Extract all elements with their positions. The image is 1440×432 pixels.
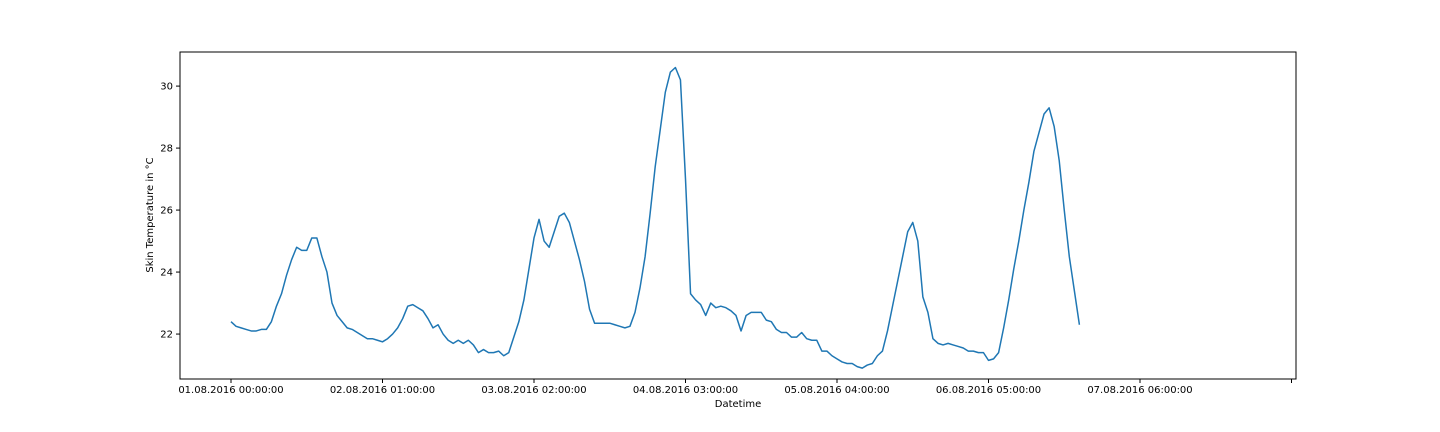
plot-area	[180, 52, 1296, 379]
x-tick-label: 05.08.2016 04:00:00	[784, 385, 889, 396]
y-axis: 22 24 26 28 30	[160, 82, 180, 341]
y-tick-label: 26	[160, 206, 173, 217]
y-tick-label: 30	[160, 82, 173, 93]
x-tick-label: 07.08.2016 06:00:00	[1087, 385, 1192, 396]
y-axis-label: Skin Temperature in °C	[145, 157, 156, 272]
x-tick-label: 04.08.2016 03:00:00	[633, 385, 738, 396]
x-tick-label: 02.08.2016 01:00:00	[330, 385, 435, 396]
x-tick-label: 06.08.2016 05:00:00	[936, 385, 1041, 396]
y-tick-label: 24	[160, 268, 173, 279]
series-layer	[230, 66, 1081, 369]
x-tick-label: 01.08.2016 00:00:00	[178, 385, 283, 396]
y-tick-label: 22	[160, 330, 173, 341]
x-tick-label: 03.08.2016 02:00:00	[481, 385, 586, 396]
series-line-skin-temperature	[230, 66, 1081, 369]
x-axis-label: Datetime	[715, 399, 762, 410]
y-tick-label: 28	[160, 144, 173, 155]
x-axis: 01.08.2016 00:00:00 02.08.2016 01:00:00 03…	[178, 379, 1292, 396]
plot-frame	[179, 51, 1297, 380]
